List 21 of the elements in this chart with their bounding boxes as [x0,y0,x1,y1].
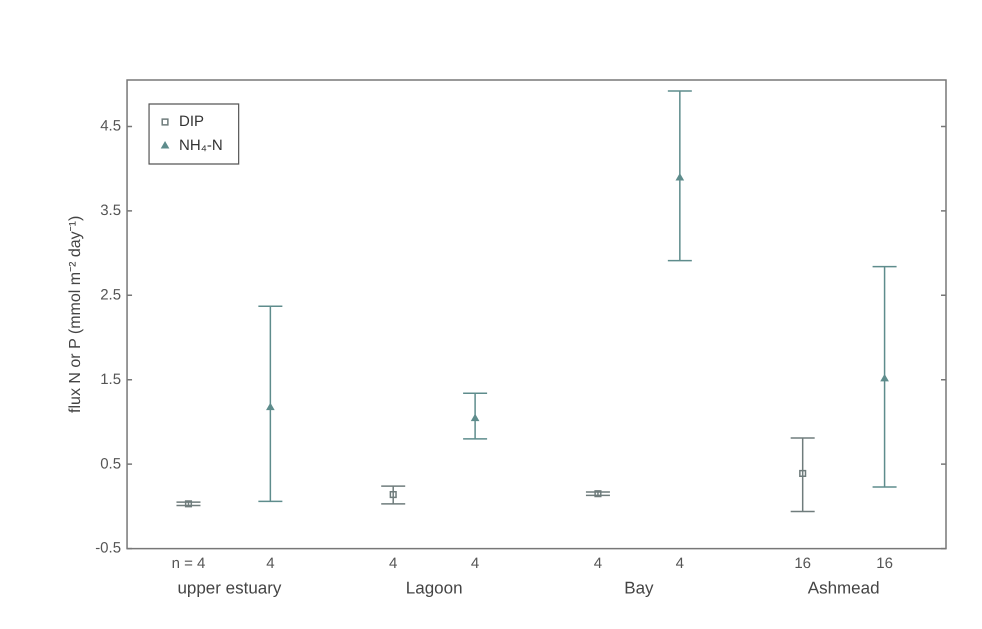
text: 16 [876,555,893,572]
legend-label: DIP [179,113,204,130]
x-tick-label: Ashmead [808,578,880,598]
text: 4 [389,555,398,572]
x-tick-label: Lagoon [406,578,463,598]
text: 16 [794,555,812,572]
legend-label: NH₄-N [179,137,223,154]
text: n = 4 [172,555,206,572]
x-tick-label: Bay [624,578,654,598]
y-tick-label: -0.5 [95,540,122,557]
text: 4 [676,555,684,572]
y-tick-label: 4.5 [100,118,122,135]
y-tick-label: 0.5 [100,455,122,472]
text: 4 [470,555,480,572]
text: 4 [266,555,275,572]
text: 4 [594,555,602,572]
y-tick-label: 2.5 [100,286,122,304]
y-tick-label: 3.5 [100,202,122,220]
x-tick-label: upper estuary [177,578,282,598]
y-tick-label: 1.5 [100,370,122,388]
y-axis-title: flux N or P (mmol m⁻² day⁻¹) [67,216,84,413]
